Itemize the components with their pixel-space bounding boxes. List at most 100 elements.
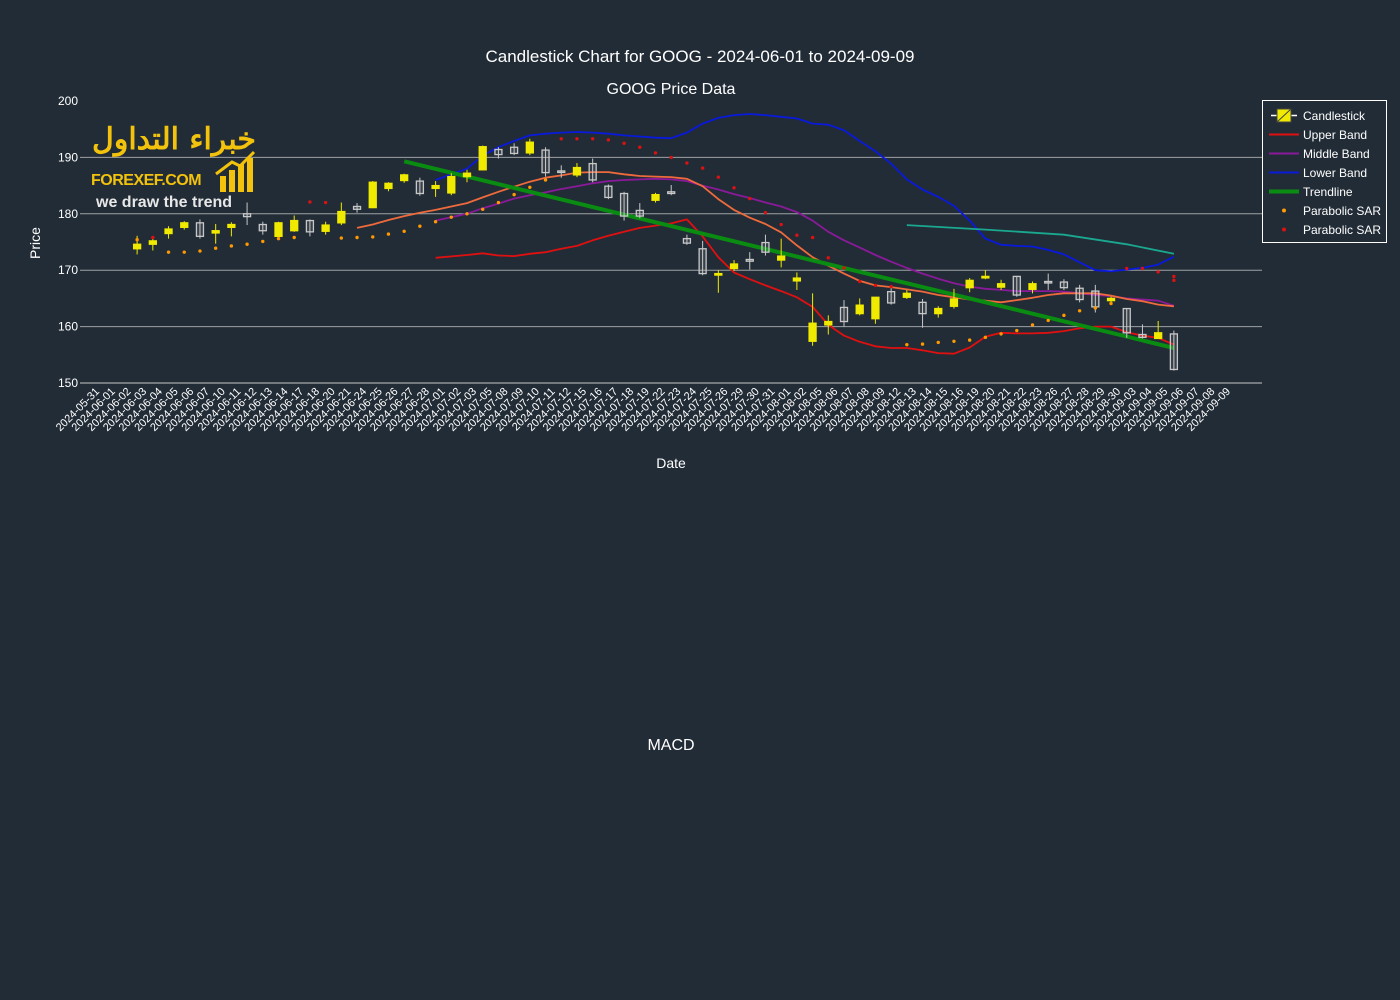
candle-body bbox=[651, 193, 660, 201]
sar-dot-red bbox=[873, 283, 878, 288]
forexef-logo: خبراء التداول FOREXEF.COM we draw the tr… bbox=[88, 110, 260, 216]
candle bbox=[494, 147, 503, 159]
candle bbox=[1138, 324, 1147, 339]
candle-body bbox=[604, 185, 613, 199]
logo-arabic-text: خبراء التداول bbox=[92, 122, 256, 157]
sar-dot-orange bbox=[496, 200, 501, 205]
legend-label: Parabolic SAR bbox=[1303, 223, 1382, 237]
sar-dot-red bbox=[669, 155, 673, 160]
candle-body bbox=[1028, 283, 1037, 291]
sar-dot-red bbox=[575, 137, 579, 141]
candle-body bbox=[1044, 280, 1053, 284]
candle-body bbox=[886, 290, 896, 304]
sar-dot-red bbox=[590, 137, 595, 141]
candle bbox=[1122, 307, 1131, 338]
legend-swatch bbox=[1271, 108, 1297, 123]
legend-label: Upper Band bbox=[1303, 128, 1368, 142]
candle bbox=[1012, 275, 1021, 297]
candle bbox=[1028, 281, 1037, 294]
sar-dot-orange bbox=[418, 224, 422, 228]
sar-dot-orange bbox=[198, 249, 202, 253]
legend-item[interactable]: Parabolic SAR bbox=[1263, 220, 1388, 239]
candle bbox=[996, 279, 1006, 290]
candle bbox=[965, 278, 974, 293]
sar-dot-red bbox=[795, 233, 799, 237]
legend-item[interactable]: Upper Band bbox=[1263, 125, 1388, 144]
candle-body bbox=[525, 141, 534, 154]
sar-dot-orange bbox=[512, 192, 516, 197]
candle-body bbox=[714, 272, 723, 276]
candle-body bbox=[557, 170, 566, 174]
sar-dot-red bbox=[653, 151, 658, 155]
sar-dot-orange bbox=[1093, 306, 1098, 310]
legend-swatch bbox=[1269, 152, 1299, 155]
sar-dot-orange bbox=[1046, 318, 1050, 323]
legend-swatch bbox=[1282, 227, 1286, 232]
candle bbox=[682, 234, 692, 245]
y-tick-label: 150 bbox=[58, 376, 78, 390]
sar-dot-red bbox=[559, 137, 563, 141]
legend-item[interactable]: Candlestick bbox=[1263, 106, 1388, 125]
candle bbox=[148, 238, 157, 251]
candle-body bbox=[949, 298, 959, 307]
macd-subplot-title: MACD bbox=[647, 737, 695, 754]
candle-body bbox=[180, 222, 189, 228]
sar-dot-red bbox=[779, 222, 783, 227]
sar-dot-orange bbox=[339, 236, 344, 240]
candle bbox=[1059, 279, 1069, 290]
candle bbox=[164, 226, 173, 239]
sar-dot-orange bbox=[229, 244, 234, 248]
sar-dot-orange bbox=[261, 239, 265, 244]
sar-dot-orange bbox=[433, 219, 438, 224]
sar-dot-orange bbox=[967, 338, 972, 342]
sar-dot-red bbox=[858, 279, 862, 284]
candle bbox=[211, 223, 220, 244]
sar-dot-red bbox=[842, 266, 846, 270]
candle-body bbox=[305, 219, 315, 233]
candle bbox=[619, 191, 629, 221]
legend-swatch bbox=[1269, 171, 1299, 174]
candle-body bbox=[1122, 307, 1131, 334]
logo-tagline: we draw the trend bbox=[96, 194, 233, 211]
sar-dot-red bbox=[716, 175, 721, 179]
sar-dot-orange bbox=[371, 235, 375, 239]
legend-label: Trendline bbox=[1303, 185, 1353, 199]
logo-site-text: FOREXEF.COM bbox=[91, 172, 202, 189]
candle-body bbox=[588, 162, 597, 181]
candle bbox=[557, 165, 566, 178]
sar-dot-red bbox=[1172, 274, 1176, 279]
legend-item[interactable]: Lower Band bbox=[1263, 163, 1388, 182]
x-axis-ticks: 2024-05-312024-06-012024-06-022024-06-03… bbox=[54, 386, 1233, 434]
indicator-lines bbox=[356, 113, 1175, 355]
legend-item[interactable]: Parabolic SAR bbox=[1263, 201, 1388, 220]
legend-label: Lower Band bbox=[1303, 166, 1368, 180]
candle-body bbox=[164, 228, 173, 235]
candle bbox=[447, 173, 456, 196]
sar-dot-red bbox=[889, 284, 893, 289]
candle-body bbox=[541, 149, 550, 174]
candle bbox=[274, 221, 283, 240]
candle-body bbox=[368, 181, 377, 209]
legend-item[interactable]: Trendline bbox=[1263, 182, 1388, 201]
candle-body bbox=[258, 223, 267, 232]
candle bbox=[415, 177, 425, 196]
sar-dot-orange bbox=[543, 178, 548, 182]
candle-body bbox=[729, 263, 739, 270]
legend-item[interactable]: Middle Band bbox=[1263, 144, 1388, 163]
candle bbox=[258, 221, 267, 235]
candle bbox=[525, 138, 534, 156]
sar-dot-red bbox=[763, 210, 768, 215]
candle bbox=[745, 252, 754, 270]
legend-dot bbox=[1282, 208, 1286, 213]
legend: Candlestick Upper Band Middle Band Lower Ba… bbox=[1262, 100, 1387, 243]
candle bbox=[1169, 330, 1179, 371]
sar-dot-orange bbox=[1015, 328, 1019, 333]
lower-band-line bbox=[435, 113, 1175, 273]
sar-dot-orange bbox=[213, 246, 218, 250]
y-tick-label: 200 bbox=[58, 94, 78, 108]
sar-dot-orange bbox=[920, 342, 925, 346]
sar-dot-orange bbox=[355, 235, 359, 240]
candle-body bbox=[478, 146, 487, 171]
candle-body bbox=[274, 222, 283, 238]
